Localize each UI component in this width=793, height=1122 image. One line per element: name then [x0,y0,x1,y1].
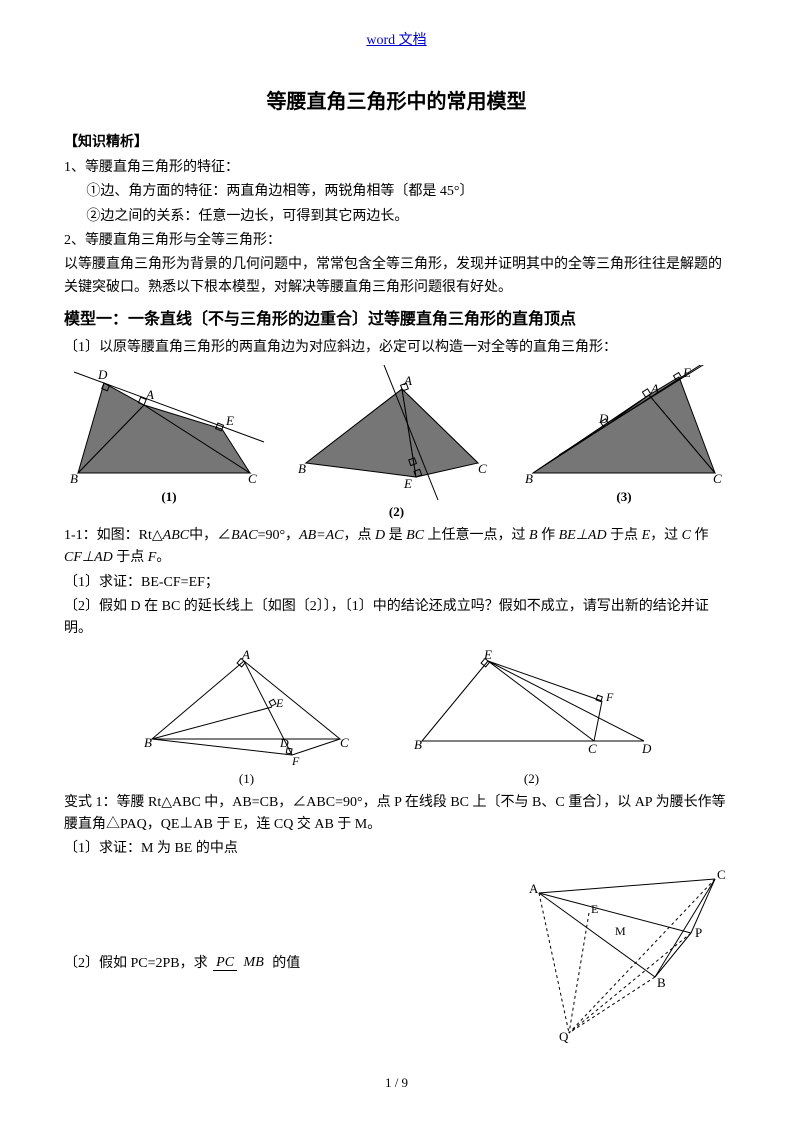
figure-caption: (2) [292,502,502,523]
text-line: 1、等腰直角三角形的特征： [64,157,729,179]
svg-text:B: B [70,471,78,485]
svg-text:D: D [97,367,108,382]
figure-bottom: A C P B E M Q [499,865,729,1045]
figure-caption: (3) [519,487,729,508]
svg-text:A: A [241,647,250,662]
fraction: PC MB [213,956,267,971]
svg-text:A: A [529,881,539,896]
figure-caption: (2) [402,769,662,790]
doc-title: 等腰直角三角形中的常用模型 [64,86,729,118]
svg-text:C: C [588,741,597,756]
svg-text:B: B [414,737,422,752]
svg-text:C: C [717,867,726,882]
figure-2: A B C E (2) [292,365,502,523]
figure-row-mid: A B C E D F (1) E F B C D [64,647,729,790]
model-heading: 模型一：一条直线〔不与三角形的边重合〕过等腰直角三角形的直角顶点 [64,307,729,333]
svg-text:E: E [275,696,284,710]
svg-text:C: C [248,471,257,485]
svg-text:A: A [145,387,154,402]
variant1-line2: 〔1〕求证：M 为 BE 的中点 [64,838,729,860]
text-line: 〔1〕以原等腰直角三角形的两直角边为对应斜边，必定可以构造一对全等的直角三角形： [64,337,729,359]
problem-sub2: 〔2〕假如 D 在 BC 的延长线上〔如图〔2〕〕，〔1〕中的结论还成立吗？假如… [64,596,729,641]
svg-text:B: B [657,975,666,990]
figure-1: D A E B C (1) [64,365,274,523]
variant1-line1: 变式 1：等腰 Rt△ABC 中，AB=CB，∠ABC=90°，点 P 在线段 … [64,792,729,837]
svg-text:D: D [598,411,609,426]
svg-text:B: B [144,735,152,750]
svg-text:P: P [695,925,702,940]
svg-text:D: D [279,736,289,750]
svg-text:E: E [483,647,492,662]
figure-3: A E D B C (3) [519,365,729,523]
svg-text:B: B [298,461,306,476]
svg-text:C: C [340,735,349,750]
svg-text:B: B [525,471,533,485]
svg-text:E: E [225,413,234,428]
section-heading: 【知识精析】 [64,132,729,154]
page-number: 1 / 9 [0,1073,793,1094]
problem-sub1: 〔1〕求证：BE-CF=EF； [64,572,729,594]
svg-text:E: E [591,902,598,916]
svg-text:C: C [713,471,722,485]
figure-row-top: D A E B C (1) A B C E (2) [64,365,729,523]
header-link[interactable]: word 文档 [64,30,729,52]
text-line: ②边之间的关系：任意一边长，可得到其它两边长。 [64,206,729,228]
text-line: 以等腰直角三角形为背景的几何问题中，常常包含全等三角形，发现并证明其中的全等三角… [64,254,729,299]
text-line: 2、等腰直角三角形与全等三角形： [64,230,729,252]
svg-text:Q: Q [559,1029,569,1044]
svg-text:C: C [478,461,487,476]
svg-text:E: E [682,365,691,380]
problem-1-1: 1-1：如图：Rt△ABC中，∠BAC=90°，AB=AC，点 D 是 BC 上… [64,525,729,570]
figure-caption: (1) [132,769,362,790]
svg-text:E: E [403,476,412,491]
figure-mid-2: E F B C D (2) [402,647,662,790]
figure-mid-1: A B C E D F (1) [132,647,362,790]
svg-text:A: A [403,373,412,388]
text-line: ①边、角方面的特征：两直角边相等，两锐角相等〔都是 45°〕 [64,181,729,203]
svg-text:F: F [291,754,300,767]
figure-caption: (1) [64,487,274,508]
svg-text:M: M [615,924,626,938]
svg-text:F: F [605,690,614,704]
svg-text:A: A [650,381,659,396]
svg-text:D: D [641,741,652,756]
